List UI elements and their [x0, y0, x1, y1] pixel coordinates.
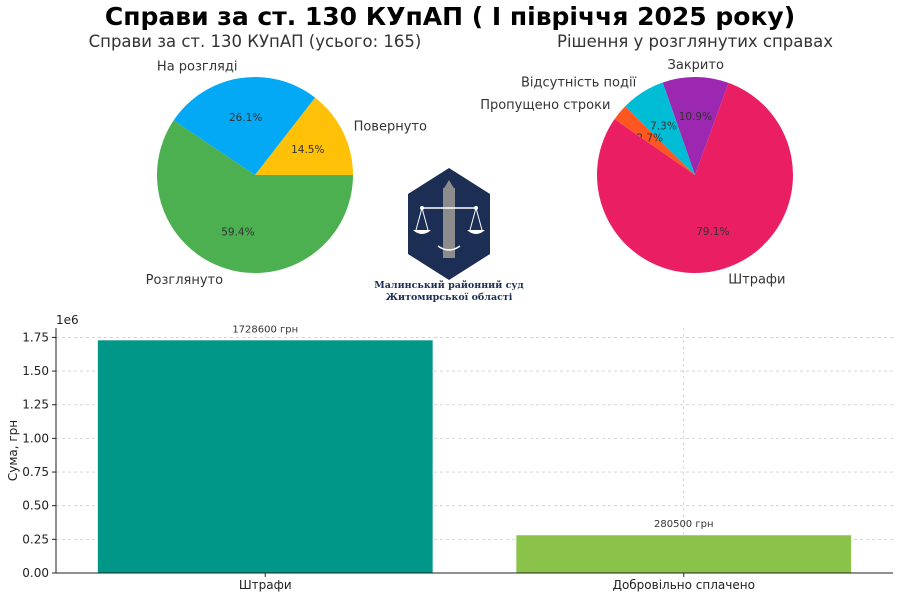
decisions-slice-2	[614, 106, 695, 175]
cases-pct-1: 26.1%	[229, 112, 262, 124]
decisions-slice-0	[662, 77, 729, 175]
decisions-slice-1	[625, 82, 695, 175]
court-emblem-icon	[408, 168, 490, 280]
y-tick-label: 1.50	[22, 364, 49, 378]
cases-label-0: Повернуто	[354, 120, 427, 135]
bar-value-label-0: 1728600 грн	[232, 324, 298, 335]
cases-label-2: Розглянуто	[146, 273, 223, 288]
x-tick-label-1: Добровільно сплачено	[613, 578, 755, 592]
y-tick-label: 1.00	[22, 431, 49, 445]
bar-0	[97, 340, 433, 573]
y-tick-label: 0.50	[22, 499, 49, 513]
decisions-label-2: Пропущено строки	[480, 98, 610, 113]
y-tick-label: 0.00	[22, 566, 49, 580]
cases-slice-1	[173, 77, 316, 175]
court-name-line2: Житомирської області	[385, 292, 513, 303]
court-logo: Малинський районний суд Житомирської обл…	[372, 168, 526, 308]
y-offset-text: 1e6	[56, 313, 79, 327]
cases-pct-0: 14.5%	[291, 144, 324, 156]
cases-label-1: На розгляді	[157, 60, 238, 75]
y-tick-label: 0.75	[22, 465, 49, 479]
y-axis-label: Сума, грн	[6, 420, 20, 481]
decisions-pct-3: 79.1%	[696, 226, 729, 238]
y-tick-label: 1.25	[22, 398, 49, 412]
decisions-label-1: Відсутність події	[521, 75, 637, 90]
decisions-label-0: Закрито	[668, 58, 724, 73]
decisions-slice-3	[596, 82, 793, 273]
bar-value-label-1: 280500 грн	[654, 519, 714, 530]
cases-slice-2	[156, 120, 353, 274]
cases-pie-title: Справи за ст. 130 КУпАП (усього: 165)	[88, 32, 422, 51]
bar-1	[516, 535, 852, 573]
cases-pct-2: 59.4%	[221, 226, 254, 238]
x-tick-label-0: Штрафи	[239, 578, 292, 592]
decisions-label-3: Штрафи	[728, 273, 785, 288]
y-tick-label: 1.75	[22, 330, 49, 344]
decisions-pie-title: Рішення у розглянутих справах	[557, 32, 833, 51]
court-name-line1: Малинський районний суд	[374, 280, 524, 291]
decisions-pct-0: 10.9%	[679, 111, 712, 123]
main-title: Справи за ст. 130 КУпАП ( І півріччя 202…	[104, 2, 796, 31]
cases-slice-0	[255, 97, 353, 175]
decisions-pct-1: 7.3%	[650, 120, 677, 132]
y-tick-label: 0.25	[22, 532, 49, 546]
